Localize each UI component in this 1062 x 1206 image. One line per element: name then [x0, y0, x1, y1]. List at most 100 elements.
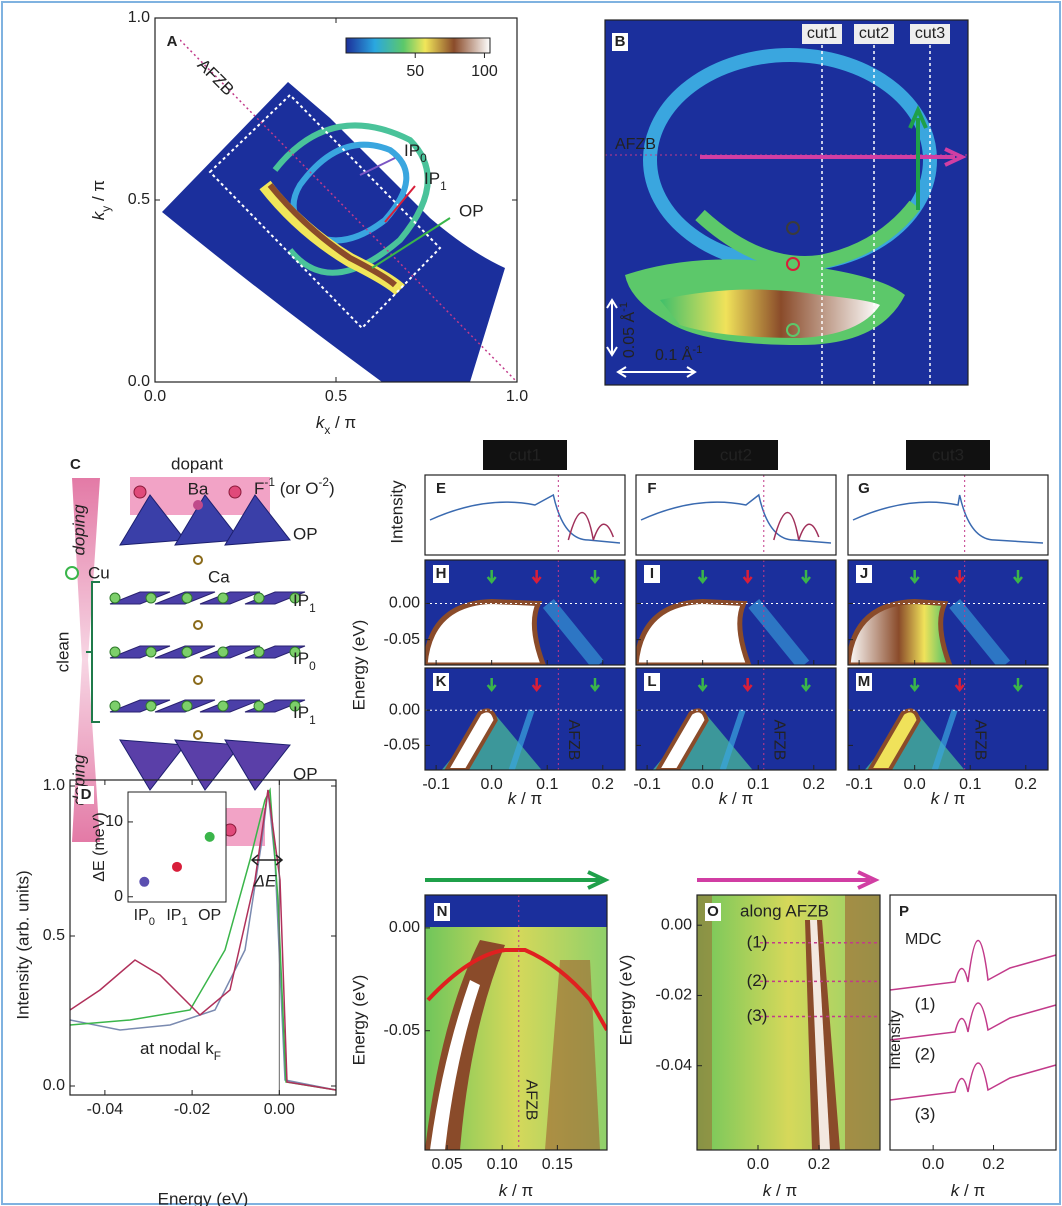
- inset-y-label: ΔE (meV): [91, 812, 108, 881]
- x-axis-label: kx / π: [316, 413, 356, 437]
- text-part: / π: [507, 1181, 533, 1200]
- pyramid: [225, 740, 290, 790]
- ca-atom: [194, 731, 202, 739]
- cut-label: cut2: [859, 25, 889, 42]
- inset-point: [139, 877, 149, 887]
- text-part: 0: [420, 151, 427, 165]
- cu-atom: [254, 593, 264, 603]
- panel-label: B: [615, 33, 626, 50]
- panel-label: E: [436, 480, 446, 497]
- band-edge: [845, 895, 880, 1150]
- text-part: / π: [771, 1181, 797, 1200]
- x-axis-label: k / π: [719, 789, 753, 808]
- ca-label: Ca: [208, 567, 230, 586]
- text-part: (or O: [275, 479, 318, 498]
- inset-category: IP1: [166, 907, 187, 928]
- afzb-label: AFZB: [565, 720, 582, 761]
- text-part: / π: [89, 180, 108, 206]
- text-part: 0: [309, 659, 316, 673]
- cut-header: cut2: [720, 445, 752, 464]
- y-tick-label: 1.0: [128, 9, 150, 26]
- y-tick-label: 0.00: [389, 595, 420, 612]
- panel-title: MDC: [905, 931, 941, 948]
- note: at nodal kF: [140, 1039, 221, 1063]
- y-axis-label: Intensity: [387, 480, 406, 544]
- panel-label: D: [81, 786, 92, 803]
- band-edge: [697, 895, 712, 1150]
- text-part: 1: [309, 713, 316, 727]
- cut-label: cut1: [807, 25, 837, 42]
- cu-atom: [110, 593, 120, 603]
- y-tick-label: 0.00: [661, 916, 692, 933]
- mdc-cut-label: (1): [747, 932, 768, 951]
- text-part: / π: [727, 789, 753, 808]
- cu-atom: [110, 647, 120, 657]
- text-part: / π: [516, 789, 542, 808]
- x-tick-label: -0.1: [633, 776, 661, 793]
- x-tick-label: 0.0: [481, 776, 503, 793]
- spectrum-top: [425, 895, 607, 927]
- cu-atom: [218, 593, 228, 603]
- y-axis-label: Energy (eV): [349, 620, 368, 711]
- panel-label: P: [899, 903, 909, 920]
- text-part: at nodal k: [140, 1039, 214, 1058]
- text-part: IP: [404, 141, 420, 160]
- panel-label: G: [858, 480, 870, 497]
- y-tick-label: -0.05: [384, 737, 421, 754]
- y-tick-label: -0.05: [384, 1022, 421, 1039]
- afzb-label: AFZB: [615, 136, 656, 153]
- mdc-cut-label: (3): [747, 1006, 768, 1025]
- edc-bg: [425, 475, 625, 555]
- text-part: ): [329, 479, 335, 498]
- panel-label: A: [167, 33, 178, 50]
- dopant-label: dopant: [171, 454, 223, 473]
- cut-label: cut3: [915, 25, 945, 42]
- f-atom: [134, 486, 146, 498]
- cu-atom: [146, 647, 156, 657]
- ca-atom: [194, 556, 202, 564]
- cu-atom: [182, 647, 192, 657]
- text-part: / π: [959, 1181, 985, 1200]
- x-tick-label: 0.0: [692, 776, 714, 793]
- x-tick-label: -0.1: [845, 776, 873, 793]
- cu-atom: [218, 701, 228, 711]
- y-tick-label: 0.00: [389, 701, 420, 718]
- x-tick-label: 0.0: [922, 1156, 944, 1173]
- x-tick-label: -0.04: [87, 1101, 124, 1118]
- cu-atom: [182, 593, 192, 603]
- x-tick-label: 0.15: [542, 1156, 573, 1173]
- x-axis-label: Energy (eV): [158, 1189, 249, 1206]
- text-part: F: [254, 479, 264, 498]
- panel-label: C: [70, 456, 81, 473]
- afzb-label: AFZB: [971, 720, 988, 761]
- panel-label: H: [436, 565, 447, 582]
- x-tick-label: 0.5: [325, 388, 347, 405]
- text-part: / π: [330, 413, 356, 432]
- inset-category: OP: [198, 907, 221, 924]
- y-tick-label: 0: [114, 888, 123, 905]
- trace-label: (3): [915, 1104, 936, 1123]
- ba-label: Ba: [188, 479, 209, 498]
- panel-title: along AFZB: [740, 901, 829, 920]
- text-part: 0.1 Å: [655, 345, 693, 364]
- x-tick-label: -0.1: [422, 776, 450, 793]
- panel-label: L: [647, 673, 656, 690]
- x-tick-label: 0.2: [592, 776, 614, 793]
- y-tick-label: -0.02: [656, 987, 693, 1004]
- y-axis-label: Intensity (arb. units): [13, 870, 32, 1019]
- ba-atom: [193, 500, 203, 510]
- text-part: 1: [309, 601, 316, 615]
- x-tick-label: -0.02: [174, 1101, 211, 1118]
- cu-atom: [254, 701, 264, 711]
- text-part: 1: [440, 179, 447, 193]
- text-part: 0.05 Å: [619, 312, 638, 359]
- doping-label: doping: [69, 504, 88, 556]
- heatmap: [425, 895, 607, 1150]
- afzb-label: AFZB: [771, 720, 788, 761]
- x-tick-label: 0.0: [747, 1156, 769, 1173]
- layer-label: OP: [293, 764, 318, 783]
- text-part: IP: [424, 169, 440, 188]
- delta-label: ΔE: [253, 871, 277, 890]
- y-tick-label: 0.5: [43, 927, 65, 944]
- edc-bg: [636, 475, 836, 555]
